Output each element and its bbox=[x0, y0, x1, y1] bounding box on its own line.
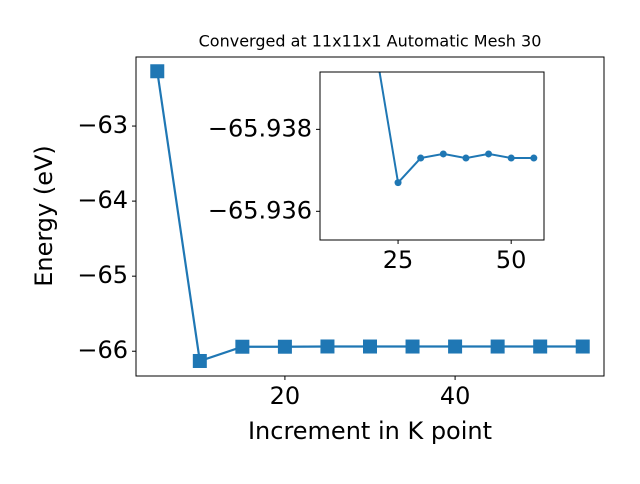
marker bbox=[405, 339, 420, 354]
y-tick-label: −65 bbox=[77, 261, 128, 289]
marker bbox=[490, 339, 505, 354]
axes-frame bbox=[135, 56, 605, 377]
marker bbox=[448, 339, 463, 354]
marker bbox=[530, 154, 538, 162]
x-tick-label: 25 bbox=[383, 246, 414, 274]
marker bbox=[533, 339, 548, 354]
y-tick-label: −66 bbox=[77, 336, 128, 364]
x-tick-label: 50 bbox=[496, 246, 527, 274]
marker bbox=[277, 339, 292, 354]
marker bbox=[150, 64, 165, 79]
x-tick-label: 40 bbox=[440, 382, 471, 410]
marker bbox=[462, 154, 470, 162]
marker bbox=[192, 353, 207, 368]
marker bbox=[235, 339, 250, 354]
series-line bbox=[378, 72, 534, 185]
marker bbox=[485, 150, 493, 158]
marker bbox=[394, 179, 402, 187]
marker bbox=[507, 154, 515, 162]
axes-frame bbox=[319, 71, 545, 241]
x-tick-label: 20 bbox=[270, 382, 301, 410]
marker bbox=[320, 339, 335, 354]
y-tick-label: −65.936 bbox=[208, 196, 312, 224]
x-axis-label: Increment in K point bbox=[248, 417, 492, 445]
y-tick-label: −63 bbox=[77, 111, 128, 139]
marker bbox=[363, 339, 377, 354]
plot-content bbox=[150, 64, 590, 368]
chart-title: Converged at 11x11x1 Automatic Mesh 30 bbox=[199, 32, 542, 51]
y-tick-label: −65.938 bbox=[208, 114, 312, 142]
y-tick-label: −64 bbox=[77, 186, 128, 214]
marker bbox=[575, 339, 590, 354]
marker bbox=[439, 150, 447, 158]
y-axis-label: Energy (eV) bbox=[30, 145, 58, 287]
marker bbox=[417, 154, 425, 162]
plot-content bbox=[378, 72, 538, 187]
